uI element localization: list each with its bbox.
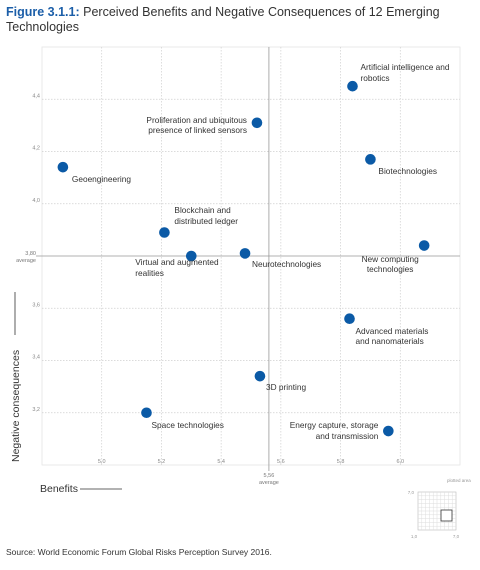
inset-note: plotted area <box>447 478 471 483</box>
point-label: Artificial intelligence and robotics <box>360 62 450 83</box>
point <box>418 240 430 251</box>
x-tick-label: 5,6 <box>277 459 285 465</box>
x-tick-label: 5,2 <box>158 459 166 465</box>
y-tick-label: 4,0 <box>32 198 40 204</box>
y-average-note: average <box>16 258 36 264</box>
y-tick-label: 3,2 <box>32 407 40 413</box>
y-axis-title: Negative consequences <box>10 350 22 462</box>
inset-x-label: 7,0 <box>453 534 460 539</box>
point-label: Virtual and augmented realities <box>135 257 219 278</box>
point <box>141 407 152 419</box>
point-label: Energy capture, storage and transmission <box>289 420 379 441</box>
inset-plotted-area <box>440 509 453 522</box>
x-average-note: average <box>259 480 279 486</box>
y-tick-label: 4,2 <box>32 146 40 152</box>
inset-origin-label: 1,0 <box>411 534 418 539</box>
point-label: Advanced materials and nanomaterials <box>355 325 429 347</box>
x-tick-label: 6,0 <box>396 459 404 465</box>
source: Source: World Economic Forum Global Risk… <box>6 547 272 557</box>
point <box>185 250 197 262</box>
x-tick-label: 5,8 <box>337 459 345 465</box>
title-block: Figure 3.1.1: Perceived Benefits and Neg… <box>6 5 446 35</box>
point-label: New computing technologies <box>361 253 419 275</box>
y-tick-label: 4,4 <box>32 93 40 99</box>
x-tick-label: 5,0 <box>98 459 106 465</box>
point <box>239 248 251 259</box>
point <box>383 425 394 437</box>
y-tick-label: 3,4 <box>32 355 40 361</box>
point <box>57 161 69 173</box>
point-label: 3D printing <box>265 382 307 393</box>
point-label: Geoengineering <box>71 174 131 185</box>
y-tick-label: 3,6 <box>32 302 40 308</box>
point-label: Proliferation and ubiquitous presence of… <box>146 114 247 136</box>
point-label: Neurotechnologies <box>252 259 322 270</box>
chart-title: Perceived Benefits and Negative Conseque… <box>6 5 440 34</box>
point <box>254 370 266 382</box>
y-average-label: 3,80 <box>25 251 36 257</box>
x-average-label: 5,56 <box>264 473 275 479</box>
point <box>347 80 358 92</box>
point-label: Blockchain and distributed ledger <box>174 205 239 226</box>
point <box>159 227 170 238</box>
x-axis-title: Benefits <box>40 483 78 495</box>
point <box>251 117 263 129</box>
inset: 7,0 1,0 7,0 plotted area <box>408 478 472 539</box>
figure-label: Figure 3.1.1: <box>6 5 80 19</box>
point-label: Biotechnologies <box>378 166 438 177</box>
inset-y-label: 7,0 <box>408 490 415 495</box>
point-label: Space technologies <box>151 419 224 430</box>
point <box>344 313 355 325</box>
point <box>365 154 376 165</box>
x-tick-label: 5,4 <box>217 459 225 465</box>
